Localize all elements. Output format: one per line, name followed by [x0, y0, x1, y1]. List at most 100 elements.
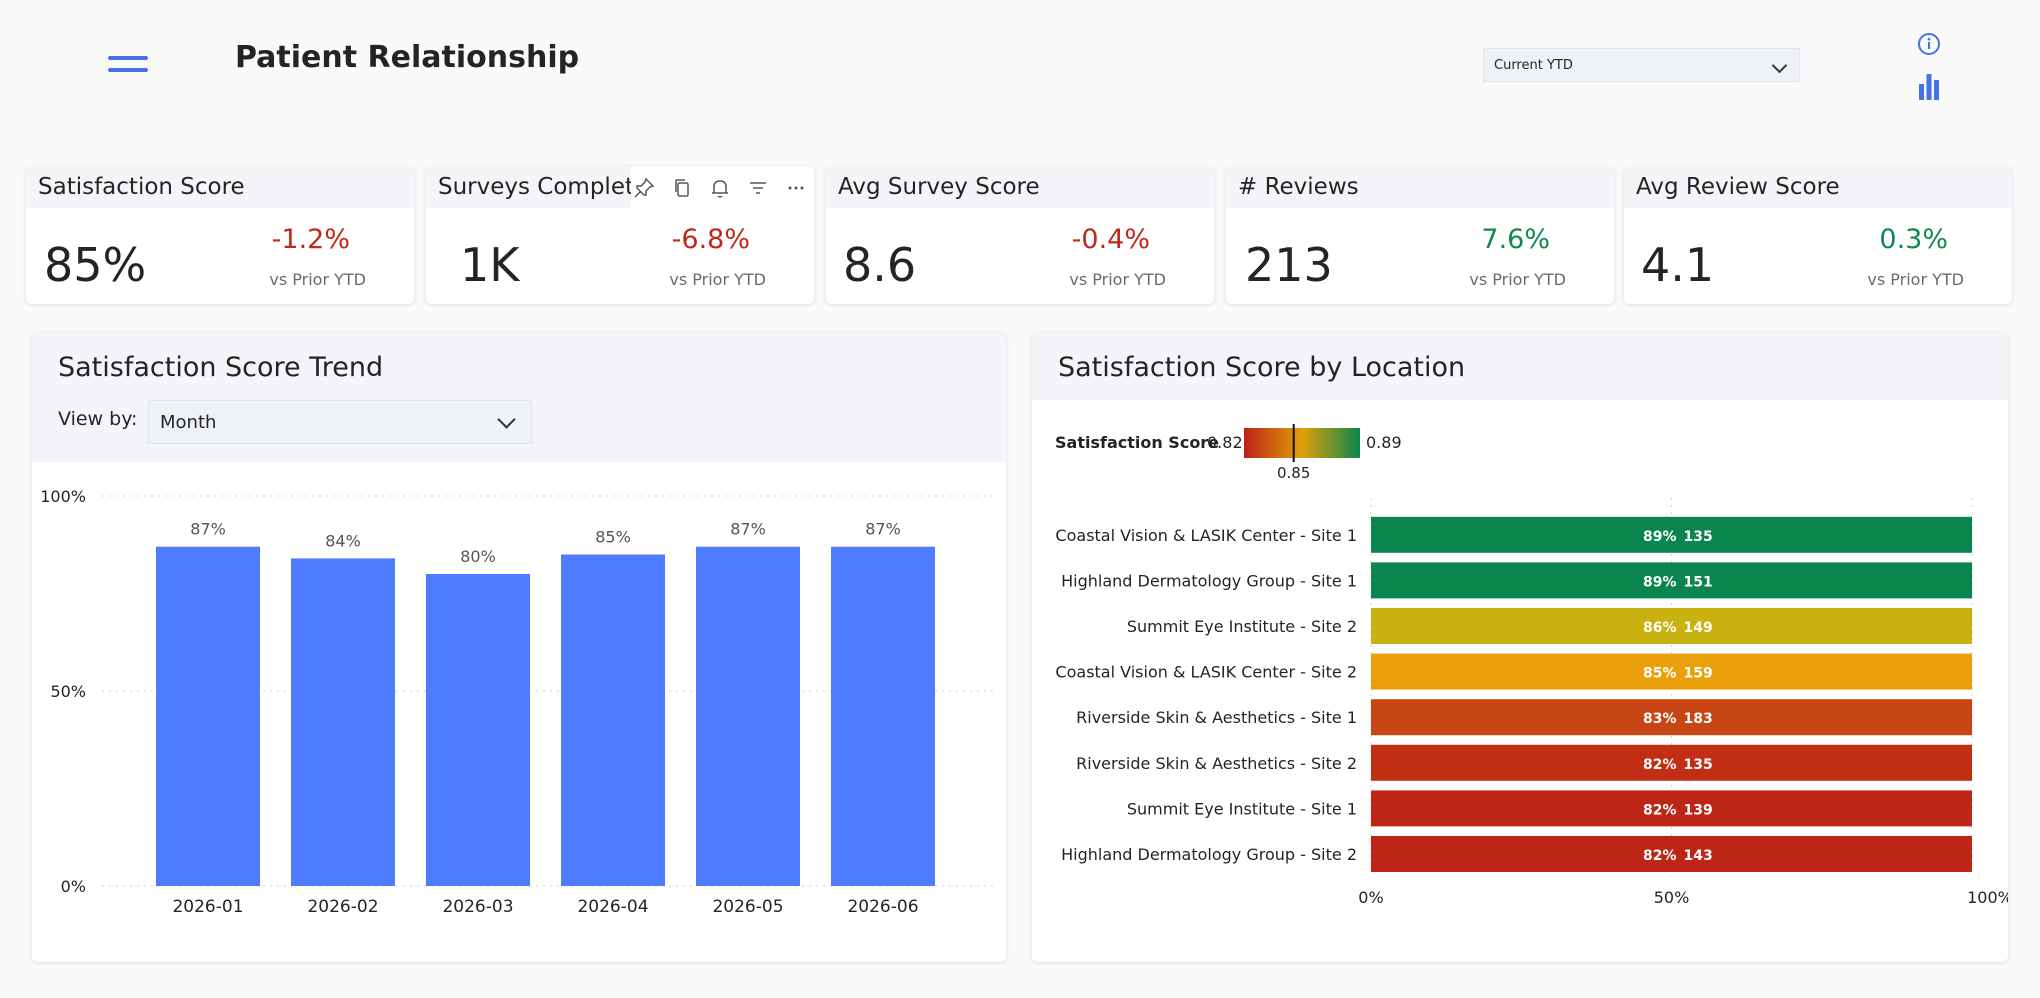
bar-data-label: 87% [190, 520, 226, 539]
bar-count-label: 135 [1684, 757, 1713, 773]
x-tick-label: 100% [1967, 888, 2008, 907]
x-tick-label: 2026-02 [307, 897, 378, 917]
more-icon[interactable] [784, 176, 808, 200]
location-bar[interactable] [1371, 653, 1972, 690]
y-category-label: Highland Dermatology Group - Site 1 [1061, 571, 1357, 590]
location-panel-title: Satisfaction Score by Location [1058, 352, 1466, 383]
y-category-label: Highland Dermatology Group - Site 2 [1061, 845, 1357, 864]
kpi-compare-label: vs Prior YTD [1069, 270, 1166, 289]
legend-mid-label: 0.85 [1277, 464, 1310, 482]
legend-max-label: 0.89 [1366, 433, 1402, 452]
page-title: Patient Relationship [235, 40, 580, 75]
y-category-label: Summit Eye Institute - Site 2 [1127, 617, 1357, 636]
bar-value-label: 83% [1643, 711, 1677, 727]
trend-bar-chart: 0% 50% 100% 87% 2026-01 84% 2026-02 80% 2026-03 8… [40, 487, 994, 917]
pin-icon[interactable] [632, 176, 656, 200]
trend-panel: Satisfaction Score Trend View by: Month … [32, 332, 1006, 962]
kpi-delta: -0.4% [1071, 224, 1150, 255]
bar-value-label: 82% [1643, 802, 1677, 818]
location-panel: Satisfaction Score by Location Satisfact… [1032, 332, 2008, 962]
trend-bar[interactable] [156, 546, 260, 886]
kpi-card-avg-review-score[interactable]: Avg Review Score 4.1 0.3% vs Prior YTD [1624, 166, 2012, 304]
view-by-label: View by: [58, 408, 138, 430]
bar-value-label: 85% [1643, 666, 1677, 682]
legend-title: Satisfaction Score [1055, 433, 1219, 452]
y-category-label: Coastal Vision & LASIK Center - Site 2 [1055, 663, 1357, 682]
kpi-title: Surveys Completed [426, 166, 631, 208]
bar-count-label: 151 [1684, 574, 1713, 590]
trend-bar[interactable] [291, 558, 395, 886]
trend-bar[interactable] [426, 574, 530, 886]
trend-bar[interactable] [561, 554, 665, 887]
bar-value-label: 82% [1643, 757, 1677, 773]
kpi-value: 4.1 [1641, 238, 1715, 292]
bar-count-label: 149 [1684, 620, 1713, 636]
period-dropdown[interactable]: Current YTD [1483, 48, 1800, 82]
location-bar[interactable] [1371, 699, 1972, 736]
x-tick-label: 50% [1654, 888, 1690, 907]
trend-panel-title: Satisfaction Score Trend [58, 352, 384, 383]
kpi-value: 8.6 [843, 238, 917, 292]
bell-icon[interactable] [708, 176, 732, 200]
kpi-delta: -6.8% [671, 224, 750, 255]
kpi-title: Avg Survey Score [826, 166, 1214, 208]
bar-count-label: 183 [1684, 711, 1713, 727]
legend-min-label: 0.82 [1207, 433, 1243, 452]
location-bar[interactable] [1371, 562, 1972, 599]
location-bar[interactable] [1371, 516, 1972, 553]
y-category-label: Riverside Skin & Aesthetics - Site 2 [1076, 754, 1357, 773]
location-bar[interactable] [1371, 744, 1972, 781]
period-dropdown-value: Current YTD [1494, 58, 1573, 73]
chevron-down-icon [1771, 57, 1788, 74]
x-tick-label: 0% [1358, 888, 1383, 907]
bar-data-label: 87% [865, 520, 901, 539]
kpi-card-surveys-completed[interactable]: Surveys Completed 1K -6.8% vs Prior YTD [426, 166, 814, 304]
kpi-delta: 7.6% [1481, 224, 1550, 255]
y-category-label: Coastal Vision & LASIK Center - Site 1 [1055, 526, 1357, 545]
x-tick-label: 2026-04 [577, 897, 648, 917]
filter-icon[interactable] [746, 176, 770, 200]
report-header: Patient Relationship Current YTD [0, 0, 2040, 130]
y-tick-label: 0% [61, 877, 86, 896]
kpi-value: 1K [460, 238, 520, 292]
kpi-title: Satisfaction Score [26, 166, 414, 208]
bar-value-label: 86% [1643, 620, 1677, 636]
bar-count-label: 143 [1684, 848, 1713, 864]
kpi-compare-label: vs Prior YTD [1469, 270, 1566, 289]
kpi-value: 85% [44, 238, 147, 292]
location-bar[interactable] [1371, 836, 1972, 872]
bar-value-label: 89% [1643, 529, 1677, 545]
bar-count-label: 159 [1684, 666, 1713, 682]
bar-data-label: 80% [460, 547, 496, 566]
trend-bar[interactable] [831, 546, 935, 886]
bar-count-label: 135 [1684, 529, 1713, 545]
x-tick-label: 2026-01 [172, 897, 243, 917]
location-bar[interactable] [1371, 608, 1972, 644]
bar-data-label: 85% [595, 528, 631, 547]
kpi-title: Avg Review Score [1624, 166, 2012, 208]
bar-count-label: 139 [1684, 802, 1713, 818]
menu-icon[interactable] [104, 52, 152, 78]
location-panel-header [1032, 332, 2008, 400]
copy-icon[interactable] [670, 176, 694, 200]
view-by-dropdown[interactable]: Month [148, 400, 532, 444]
y-category-label: Riverside Skin & Aesthetics - Site 1 [1076, 708, 1357, 727]
legend-gradient [1244, 428, 1360, 458]
trend-bar[interactable] [696, 546, 800, 886]
kpi-compare-label: vs Prior YTD [1867, 270, 1964, 289]
kpi-card-reviews[interactable]: # Reviews 213 7.6% vs Prior YTD [1226, 166, 1614, 304]
bar-chart-icon[interactable] [1917, 72, 1941, 100]
kpi-value: 213 [1245, 238, 1333, 292]
kpi-card-satisfaction-score[interactable]: Satisfaction Score 85% -1.2% vs Prior YT… [26, 166, 414, 304]
kpi-compare-label: vs Prior YTD [269, 270, 366, 289]
kpi-card-avg-survey-score[interactable]: Avg Survey Score 8.6 -0.4% vs Prior YTD [826, 166, 1214, 304]
y-tick-label: 50% [50, 682, 86, 701]
bar-value-label: 82% [1643, 848, 1677, 864]
location-bar[interactable] [1371, 790, 1972, 827]
x-tick-label: 2026-05 [712, 897, 783, 917]
bar-data-label: 84% [325, 531, 361, 550]
view-by-dropdown-value: Month [160, 412, 217, 433]
info-icon[interactable] [1917, 32, 1941, 56]
x-tick-label: 2026-03 [442, 897, 513, 917]
